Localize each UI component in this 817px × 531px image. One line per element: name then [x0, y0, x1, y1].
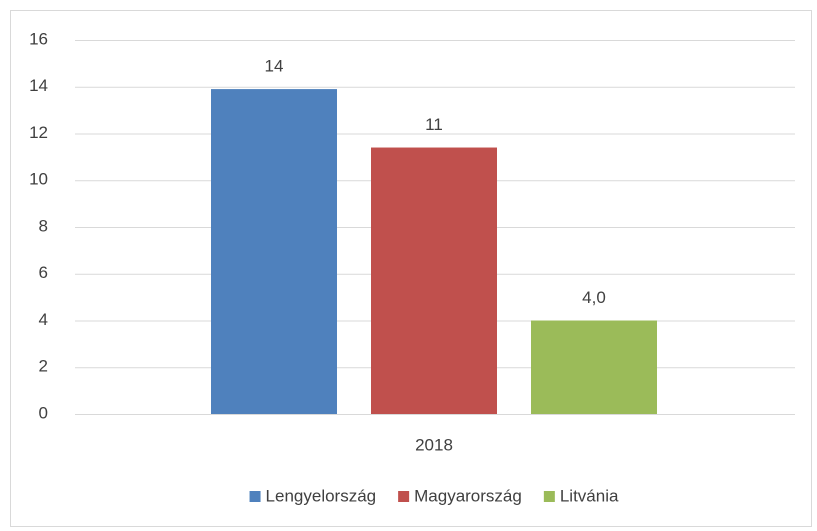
y-tick-label: 4 [39, 310, 48, 329]
bar [211, 89, 337, 415]
legend-label: Lengyelország [266, 486, 377, 505]
y-tick-label: 2 [39, 357, 48, 376]
legend-swatch [249, 491, 261, 502]
y-tick-label: 12 [29, 123, 48, 142]
y-tick-label: 10 [29, 170, 48, 189]
bar [371, 147, 497, 414]
legend-swatch [543, 491, 555, 502]
bar [531, 320, 657, 414]
data-label: 4,0 [582, 288, 606, 307]
y-tick-label: 8 [39, 216, 48, 235]
y-tick-label: 14 [29, 76, 48, 95]
legend-label: Litvánia [560, 486, 619, 505]
legend-label: Magyarország [414, 486, 522, 505]
legend-swatch [398, 491, 410, 502]
y-tick-label: 6 [39, 263, 48, 282]
y-tick-label: 16 [29, 29, 48, 48]
data-label: 11 [425, 115, 443, 134]
y-tick-label: 0 [39, 403, 48, 422]
data-label: 14 [265, 57, 284, 76]
x-tick-label: 2018 [415, 435, 453, 454]
